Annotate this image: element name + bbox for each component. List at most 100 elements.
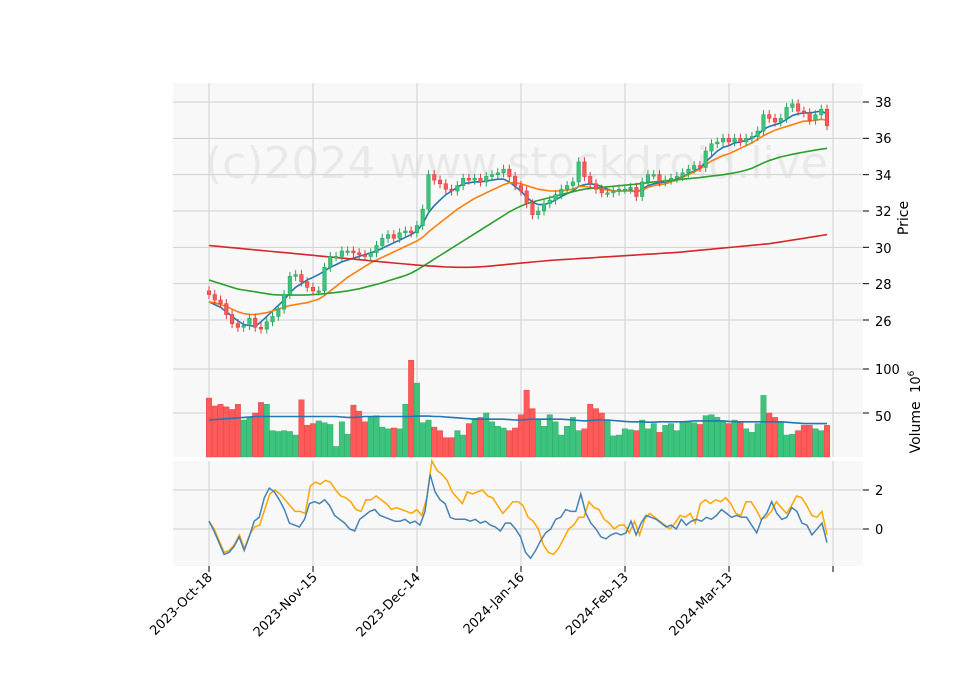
candle-body xyxy=(368,252,373,257)
candle xyxy=(362,250,367,261)
candle-body xyxy=(357,252,362,255)
volume-bar xyxy=(425,419,432,458)
candle-body xyxy=(270,316,275,323)
price-tick-label: 26 xyxy=(875,315,892,330)
candle-body xyxy=(391,234,396,239)
volume-bar xyxy=(298,399,305,458)
candle xyxy=(576,157,581,187)
volume-bar xyxy=(766,412,773,458)
volume-bar xyxy=(720,421,726,458)
candle xyxy=(819,104,824,120)
volume-bar xyxy=(610,435,617,458)
candle-body xyxy=(247,317,252,326)
price-axis-title: Price xyxy=(896,201,912,235)
price-tick-label: 36 xyxy=(875,132,892,147)
sma-long-line xyxy=(208,233,828,269)
candle-body xyxy=(513,176,518,186)
candle xyxy=(767,110,772,123)
candle xyxy=(824,104,830,131)
candle xyxy=(530,199,535,220)
candle xyxy=(524,186,529,209)
candle-body xyxy=(767,114,772,119)
candle-body xyxy=(386,234,391,239)
candle xyxy=(282,290,287,314)
volume-bar xyxy=(471,418,478,458)
candle-body xyxy=(674,176,679,179)
volume-axis-title: Volume 106 xyxy=(907,370,924,453)
candle-body xyxy=(697,165,702,168)
volume-bar xyxy=(413,382,420,458)
candle xyxy=(726,133,731,147)
candle xyxy=(391,230,396,243)
candle-body xyxy=(576,161,581,183)
oscillator-y-ticks: 2 0 xyxy=(875,484,883,538)
candle-body xyxy=(778,118,783,123)
volume-bar xyxy=(344,433,351,458)
candle-body xyxy=(703,150,708,168)
candle-body xyxy=(351,250,356,254)
x-tick-label: 2024-Jan-16 xyxy=(461,570,528,637)
volume-bar xyxy=(223,406,230,458)
volume-bar xyxy=(529,408,536,458)
candle xyxy=(351,246,356,258)
candle xyxy=(559,184,564,200)
candle-body xyxy=(640,181,645,197)
candle-body xyxy=(328,256,333,268)
candle xyxy=(305,277,310,292)
candle xyxy=(380,233,385,251)
candle-body xyxy=(709,143,714,152)
price-tick-label: 32 xyxy=(875,205,892,220)
candle xyxy=(732,133,737,147)
candle-body xyxy=(721,138,726,143)
candle xyxy=(374,240,379,258)
candle xyxy=(218,295,223,309)
volume-bar xyxy=(569,417,576,458)
volume-bar xyxy=(777,421,784,458)
candle-body xyxy=(484,176,489,183)
volume-bar xyxy=(616,434,623,458)
candle-body xyxy=(409,230,414,234)
candle xyxy=(212,290,217,305)
candle xyxy=(230,310,235,329)
volume-bar xyxy=(454,430,461,458)
candle xyxy=(657,170,662,187)
candle xyxy=(322,262,327,296)
sma-slow-line xyxy=(208,147,828,296)
candle xyxy=(744,133,749,147)
candle-body xyxy=(559,188,564,195)
candle xyxy=(651,170,656,180)
candle-body xyxy=(634,187,639,197)
volume-bar xyxy=(379,426,386,458)
candle xyxy=(738,133,743,147)
candle xyxy=(414,220,419,238)
candle xyxy=(403,226,408,238)
candle xyxy=(703,146,708,172)
candle xyxy=(588,171,593,189)
candle xyxy=(449,184,454,196)
candle xyxy=(686,164,691,178)
volume-bar xyxy=(523,389,530,458)
candle xyxy=(697,161,702,172)
candle-body xyxy=(501,168,506,174)
volume-bar xyxy=(581,428,588,458)
volume-bar xyxy=(702,415,709,458)
candle xyxy=(645,170,650,187)
x-tick-label: 2023-Nov-15 xyxy=(251,570,321,640)
candle xyxy=(368,248,373,261)
candle xyxy=(386,230,391,243)
volume-axis-exponent: 6 xyxy=(907,370,917,376)
candle-body xyxy=(524,190,529,205)
volume-axis-label: Volume xyxy=(908,401,924,453)
volume-bar xyxy=(650,423,657,458)
candle xyxy=(611,186,616,198)
candle xyxy=(495,168,500,180)
volume-bar xyxy=(437,430,443,458)
volume-bar xyxy=(760,395,767,458)
candle-body xyxy=(541,203,547,212)
candle-body xyxy=(443,183,448,190)
candle xyxy=(432,170,437,185)
volume-bar xyxy=(442,437,449,458)
volume-bar xyxy=(465,423,472,458)
candle-body xyxy=(599,188,604,194)
